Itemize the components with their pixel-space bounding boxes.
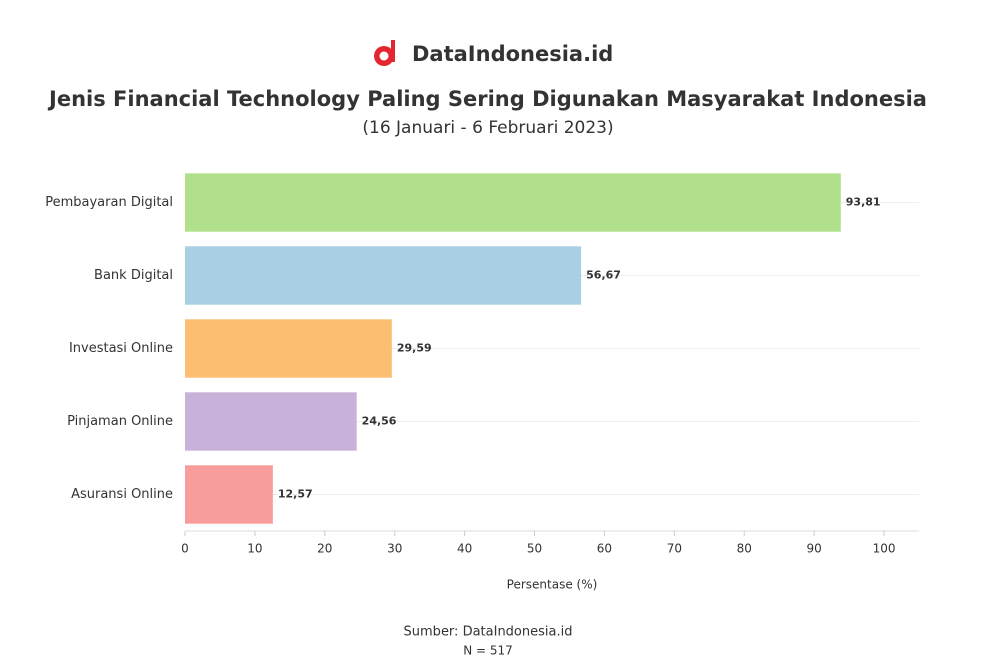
x-tick-label: 10 bbox=[247, 542, 262, 556]
brand: DataIndonesia.id bbox=[412, 42, 613, 66]
chart-subtitle: (16 Januari - 6 Februari 2023) bbox=[362, 118, 613, 138]
bar bbox=[185, 173, 841, 232]
note: N = 517 bbox=[463, 644, 513, 658]
x-tick-label: 40 bbox=[457, 542, 472, 556]
value-label: 93,81 bbox=[846, 196, 881, 209]
y-tick-label: Pembayaran Digital bbox=[45, 195, 173, 210]
y-tick-label: Investasi Online bbox=[69, 341, 173, 356]
x-tick-label: 60 bbox=[597, 542, 612, 556]
source: Sumber: DataIndonesia.id bbox=[404, 625, 573, 640]
bar bbox=[185, 392, 357, 451]
value-label: 56,67 bbox=[586, 269, 621, 282]
bar bbox=[185, 246, 582, 305]
x-axis-label: Persentase (%) bbox=[507, 578, 598, 592]
x-tick-label: 90 bbox=[807, 542, 822, 556]
x-tick-label: 80 bbox=[737, 542, 752, 556]
x-tick-label: 70 bbox=[667, 542, 682, 556]
y-tick-label: Asuransi Online bbox=[71, 487, 173, 502]
chart-title: Jenis Financial Technology Paling Sering… bbox=[47, 87, 927, 111]
value-label: 12,57 bbox=[278, 488, 313, 501]
bar bbox=[185, 319, 392, 378]
value-label: 29,59 bbox=[397, 342, 432, 355]
x-tick-label: 30 bbox=[387, 542, 402, 556]
y-tick-label: Pinjaman Online bbox=[67, 414, 173, 429]
x-tick-label: 0 bbox=[181, 542, 189, 556]
x-tick-label: 50 bbox=[527, 542, 542, 556]
x-tick-label: 20 bbox=[317, 542, 332, 556]
bar bbox=[185, 465, 273, 524]
value-label: 24,56 bbox=[362, 415, 397, 428]
x-tick-label: 100 bbox=[873, 542, 896, 556]
logo-icon bbox=[374, 40, 395, 66]
y-tick-label: Bank Digital bbox=[94, 268, 173, 283]
